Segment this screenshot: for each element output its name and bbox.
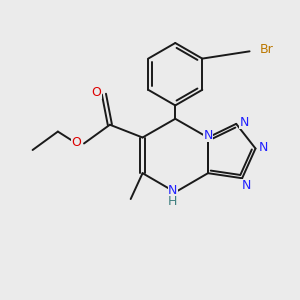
Text: O: O — [72, 136, 82, 149]
Text: Br: Br — [260, 43, 274, 56]
Text: O: O — [92, 85, 101, 98]
Text: N: N — [168, 184, 178, 197]
Text: H: H — [168, 195, 178, 208]
Text: N: N — [259, 141, 268, 154]
Text: N: N — [203, 129, 213, 142]
Text: N: N — [240, 116, 249, 129]
Text: N: N — [242, 179, 251, 192]
